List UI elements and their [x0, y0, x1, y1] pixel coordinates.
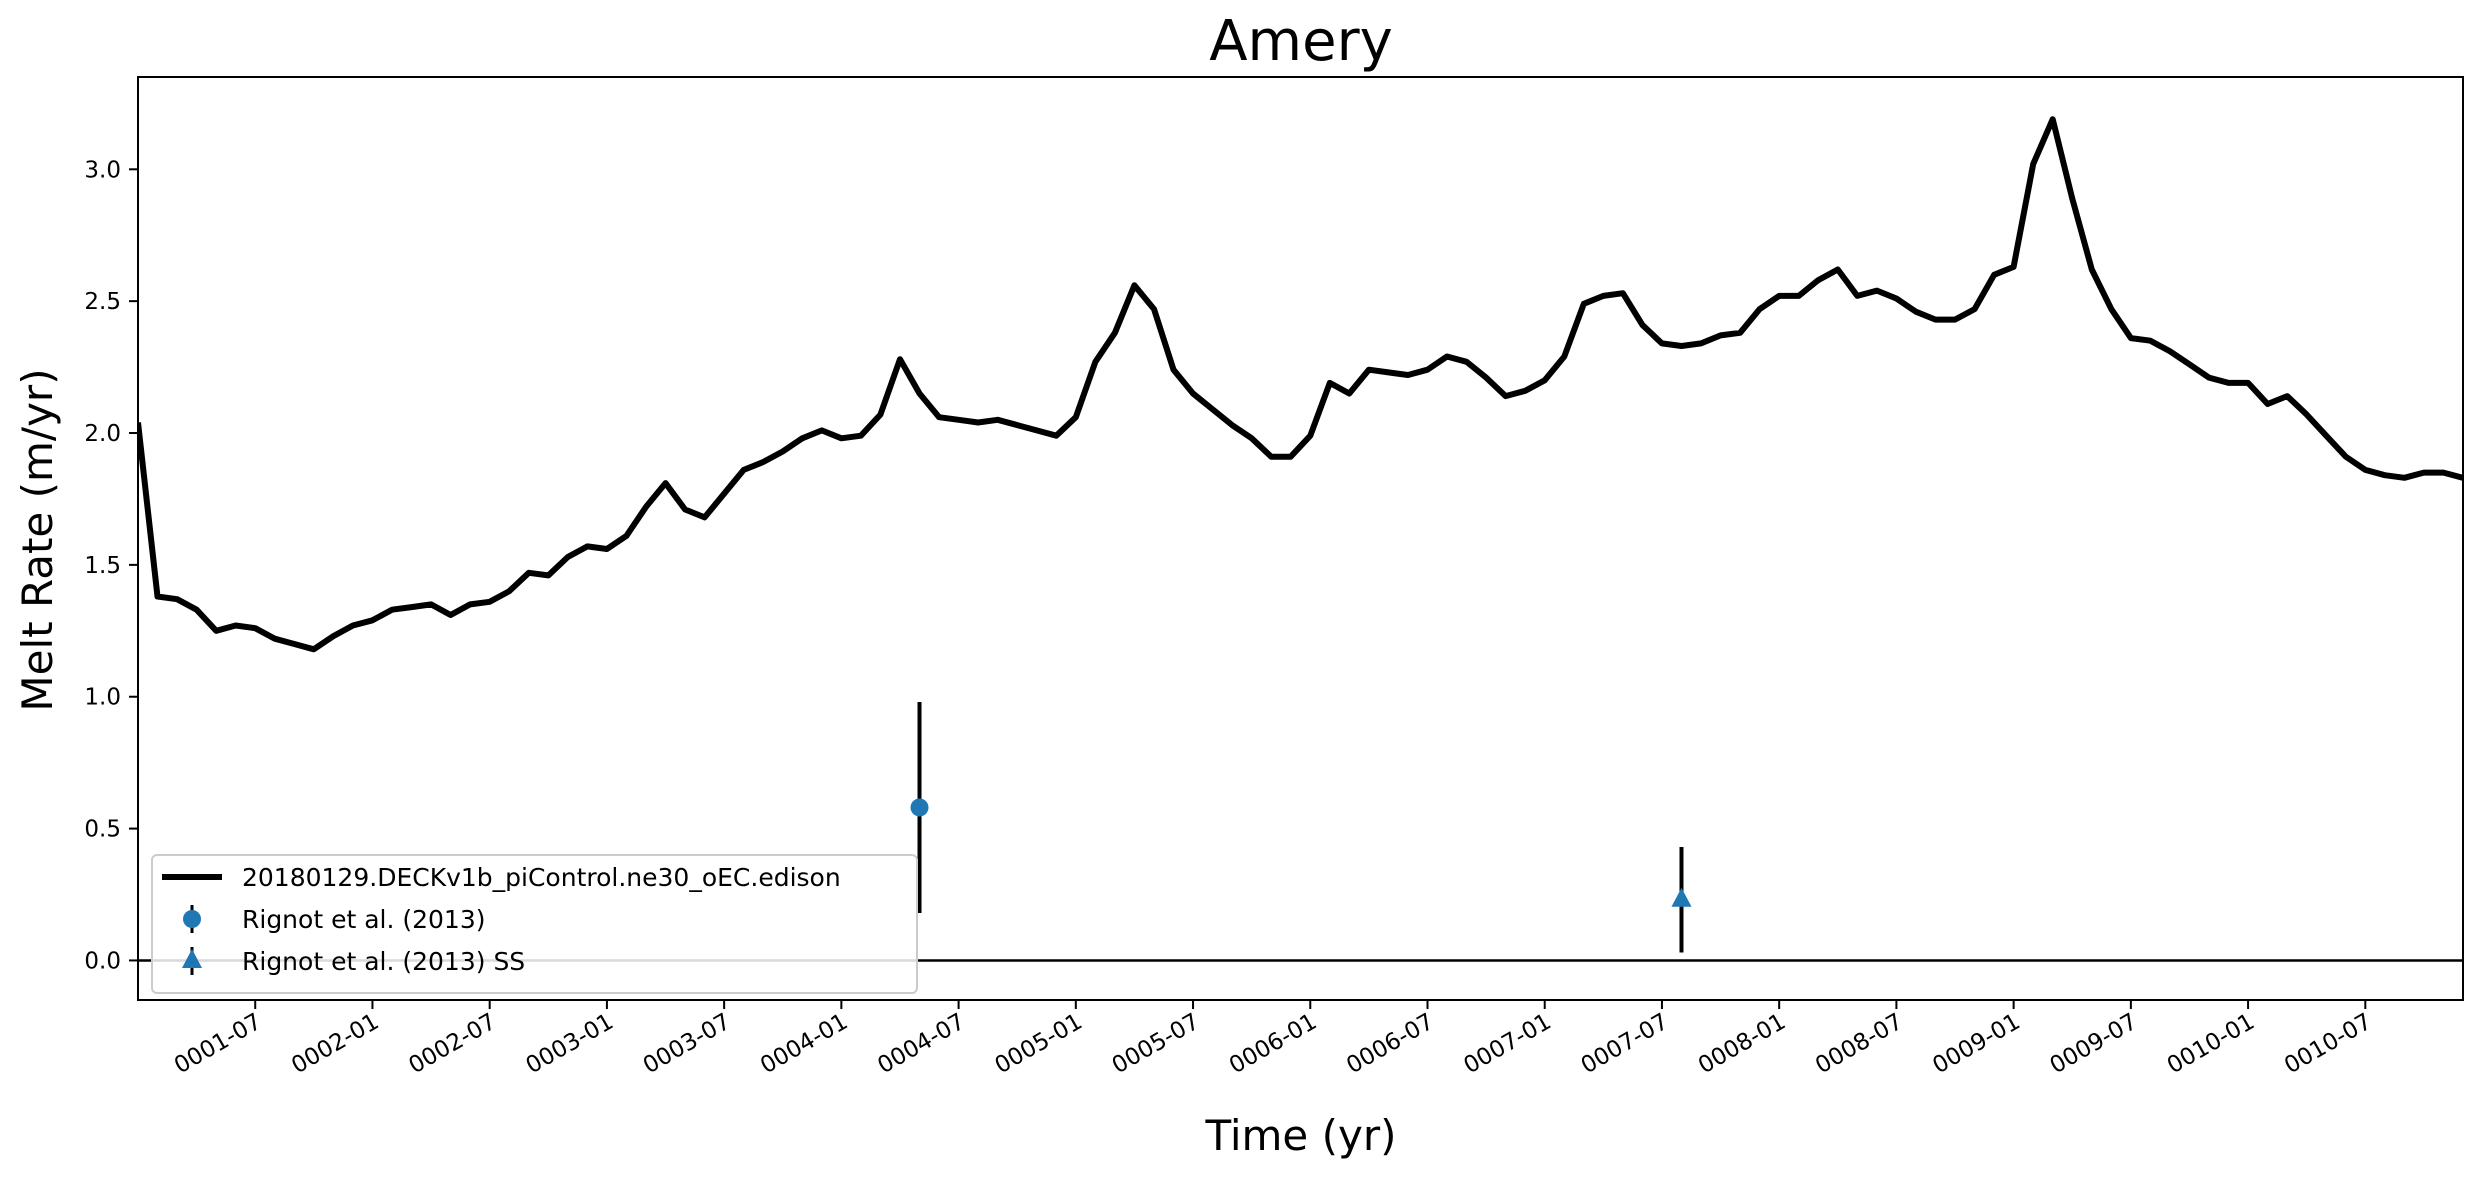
plot-frame [137, 76, 2464, 1001]
y-tick-label-2: 1.0 [84, 685, 121, 711]
chart-title: Amery [1209, 9, 1392, 74]
y-tick-label-1: 0.5 [84, 817, 121, 843]
data-point-triangle-0 [1671, 887, 1692, 907]
y-tick-label-3: 1.5 [84, 553, 121, 579]
y-tick-label-4: 2.0 [84, 421, 121, 447]
legend-label-2: Rignot et al. (2013) SS [242, 947, 525, 976]
legend: 20180129.DECKv1b_piControl.ne30_oEC.edis… [151, 854, 918, 994]
y-axis-label: Melt Rate (m/yr) [13, 368, 62, 711]
x-axis-label: Time (yr) [1204, 1111, 1396, 1160]
legend-circle-marker [183, 910, 201, 928]
data-point-circle-0 [910, 798, 929, 817]
legend-label-1: Rignot et al. (2013) [242, 905, 486, 934]
y-tick-label-0: 0.0 [84, 948, 121, 974]
y-tick-label-6: 3.0 [84, 157, 121, 183]
legend-label-0: 20180129.DECKv1b_piControl.ne30_oEC.edis… [242, 863, 841, 892]
legend-box [151, 854, 918, 994]
legend-triangle-marker [182, 949, 202, 968]
y-tick-label-5: 2.5 [84, 289, 121, 315]
series-line-0 [138, 116, 2463, 653]
